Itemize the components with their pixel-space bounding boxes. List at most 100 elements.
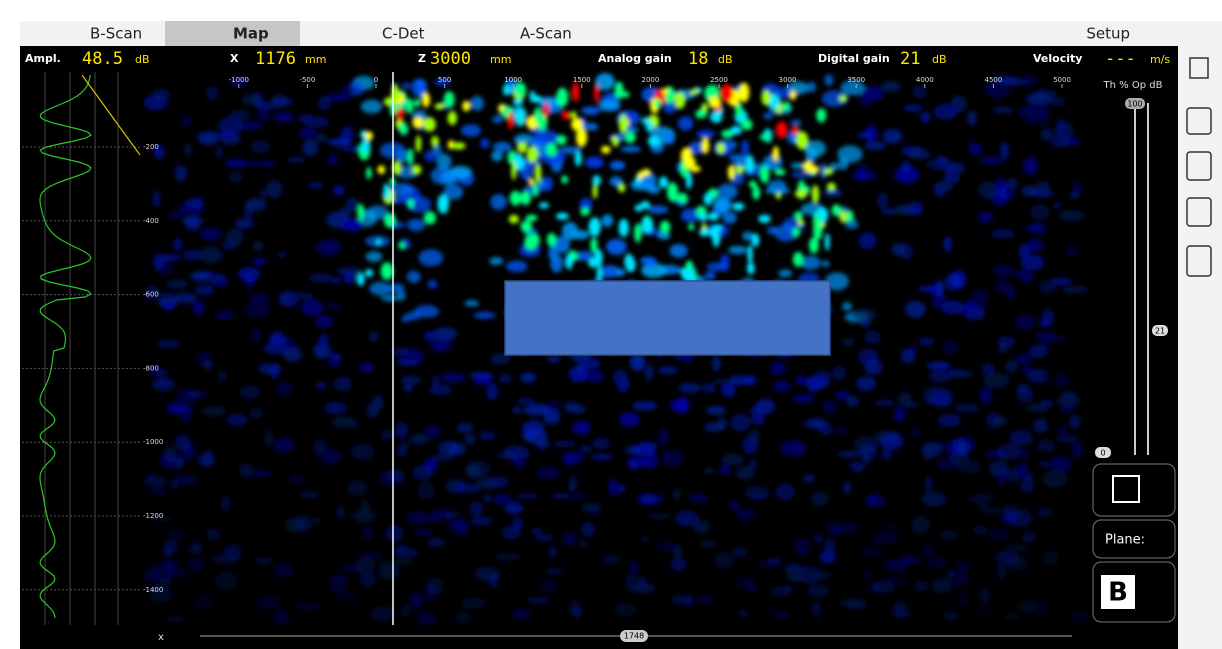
x-tick-label: 3000 [779, 76, 797, 84]
zoom-button[interactable] [1093, 464, 1175, 516]
tab[interactable]: C-Det [382, 25, 425, 43]
blob [1053, 202, 1061, 209]
blob [866, 494, 885, 507]
tab[interactable]: B-Scan [90, 25, 142, 43]
blob [1015, 314, 1035, 330]
blob [206, 87, 218, 101]
blob [884, 524, 896, 530]
blob [361, 526, 374, 541]
blob [474, 312, 496, 319]
status-label: Velocity [1033, 52, 1082, 65]
blob [881, 81, 901, 92]
blob [489, 257, 503, 265]
blob [741, 119, 752, 130]
blob [632, 401, 657, 411]
blob [967, 110, 976, 125]
y-tick-label: -800 [143, 364, 159, 372]
blob [535, 163, 542, 182]
blob [710, 111, 722, 123]
screen: B-ScanMapC-DetA-ScanSetupAmpl.48.5dBX117… [0, 0, 1222, 649]
blob [565, 254, 573, 269]
status-unit: dB [932, 53, 947, 66]
blob [942, 341, 958, 354]
blob [728, 165, 735, 180]
bottom-bar [20, 625, 1178, 649]
blob [679, 383, 702, 393]
blob [425, 425, 441, 439]
blob [440, 171, 456, 185]
blob [314, 440, 326, 456]
blob [1049, 456, 1073, 473]
tab[interactable]: A-Scan [520, 25, 572, 43]
blob [647, 205, 668, 213]
blob [361, 100, 382, 114]
blob [667, 182, 678, 201]
blob [783, 586, 793, 593]
blob [648, 513, 670, 520]
blob [259, 189, 268, 198]
blob [327, 154, 337, 166]
blob [470, 96, 483, 111]
tab[interactable]: Map [233, 25, 269, 43]
blob [546, 143, 558, 157]
blob [1026, 93, 1052, 105]
blob [144, 475, 167, 487]
blob [746, 155, 755, 173]
blob [710, 226, 717, 239]
blob [427, 538, 445, 547]
blob [881, 448, 892, 460]
blob [535, 535, 554, 542]
x-tick-label: -1000 [229, 76, 249, 84]
blob [875, 399, 896, 406]
blob [770, 362, 786, 375]
blob [473, 373, 492, 386]
blob [865, 125, 878, 141]
blob [1017, 386, 1034, 403]
blob [934, 182, 946, 197]
status-value: 18 [688, 49, 708, 69]
blob [1003, 613, 1020, 620]
blob [256, 596, 280, 610]
blob [823, 168, 833, 175]
blob [587, 509, 600, 515]
blob [157, 340, 181, 348]
blob [648, 136, 661, 146]
blob [406, 98, 414, 113]
blob [511, 161, 516, 180]
blob [977, 606, 994, 614]
blob [315, 315, 332, 328]
blob [448, 111, 457, 125]
status-unit: mm [305, 53, 326, 66]
blob [671, 595, 693, 605]
blob [629, 460, 638, 471]
blob [164, 303, 174, 310]
blob [347, 480, 368, 496]
blob [1063, 136, 1081, 146]
blob [755, 399, 775, 415]
blob [453, 142, 466, 149]
blob [688, 224, 694, 231]
blob [491, 151, 503, 161]
blob [378, 562, 399, 580]
blob [361, 500, 370, 515]
blob [251, 328, 261, 341]
blob [822, 260, 830, 266]
blob [416, 135, 422, 152]
y-tick-label: -600 [143, 291, 159, 299]
blob [517, 398, 535, 404]
blob [226, 414, 247, 426]
blob [706, 406, 726, 415]
blob [503, 84, 511, 95]
blob [274, 437, 294, 453]
blob [910, 428, 920, 438]
blob [381, 430, 394, 440]
tab[interactable]: Setup [1086, 25, 1130, 43]
blob [905, 401, 919, 409]
blob [877, 193, 888, 209]
blob [483, 494, 492, 502]
blob [441, 373, 467, 382]
blob [274, 610, 289, 625]
blob [197, 131, 219, 145]
status-unit: m/s [1150, 53, 1170, 66]
blob [524, 234, 537, 250]
